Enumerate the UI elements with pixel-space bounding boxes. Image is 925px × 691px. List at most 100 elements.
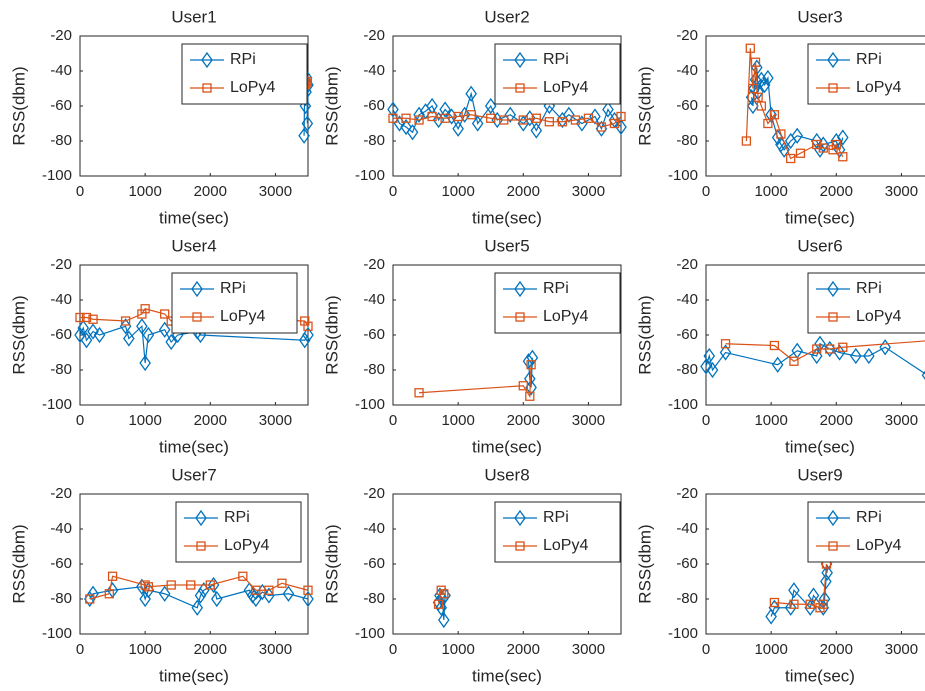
x-tick-label: 3000 [885,183,918,200]
marker [750,57,761,67]
y-tick-label: -20 [363,256,385,273]
marker [863,347,875,365]
y-tick-label: -40 [50,291,72,308]
x-tick-label: 0 [702,412,710,429]
marker [453,111,463,122]
y-axis-label: RSS(dbm) [9,295,28,374]
y-tick-label: -20 [676,27,698,44]
chart-title: User5 [484,236,529,255]
marker [518,381,528,391]
marker [301,115,314,132]
subplot: User7 time(sec) RSS(dbm) -100 -80 -60 -40 -20 0 1… [9,465,314,685]
legend-label: RPi [224,509,250,526]
legend: RPi LoPy4 [175,501,302,563]
y-tick-label: -100 [668,625,698,642]
marker [452,120,464,137]
legend-label: RPi [220,280,246,297]
legend-label: LoPy4 [856,79,901,96]
y-tick-label: -20 [363,27,385,44]
legend: RPi LoPy4 [494,501,621,563]
marker [828,83,838,93]
chart-title: User6 [797,236,842,255]
y-axis-label: RSS(dbm) [9,524,28,603]
legend: RPi LoPy4 [494,272,621,334]
marker [778,141,790,158]
marker [87,585,99,602]
marker [298,127,310,144]
legend-label: LoPy4 [856,308,901,325]
legend-label: RPi [856,280,882,297]
chart-title: User3 [797,7,842,26]
marker [514,509,526,527]
y-tick-label: -40 [363,62,385,79]
marker [406,124,419,141]
legend-box [181,43,308,105]
y-tick-label: -60 [363,555,385,572]
marker [205,580,215,590]
legend: RPi LoPy4 [171,272,298,334]
marker [825,344,835,354]
legend-box [807,501,925,563]
marker [557,117,568,127]
x-tick-label: 3000 [572,641,605,658]
x-axis-label: time(sec) [785,208,855,227]
marker [838,342,848,352]
marker [756,101,767,111]
y-tick-label: -80 [363,361,385,378]
legend-label: RPi [856,509,882,526]
marker [137,309,147,319]
marker [525,391,535,401]
marker [745,43,755,53]
marker [195,509,207,527]
legend-label: RPi [856,51,882,68]
marker [821,564,833,581]
y-tick-label: -40 [676,291,698,308]
marker [83,590,96,608]
marker [191,599,204,616]
marker [788,582,800,599]
x-axis-label: time(sec) [472,208,542,227]
series-line [89,575,309,600]
marker [758,76,771,94]
marker [828,145,838,155]
subplot: User3 time(sec) RSS(dbm) -100 -80 -60 -40 -20 0 1… [635,7,925,227]
marker [123,330,135,347]
legend-box [807,43,925,105]
legend-label: LoPy4 [856,537,901,554]
x-tick-label: 3000 [885,641,918,658]
marker [484,97,497,115]
marker [807,587,820,604]
marker [850,347,862,365]
subplot: User9 time(sec) RSS(dbm) -100 -80 -60 -40 -20 0 1… [635,465,925,685]
y-axis-label: RSS(dbm) [635,295,654,374]
marker [817,599,830,616]
marker [747,97,759,115]
marker [786,153,796,164]
marker [80,332,93,349]
y-tick-label: -100 [355,625,385,642]
y-tick-label: -80 [50,132,72,149]
marker [107,571,118,581]
x-tick-label: 3000 [259,412,292,429]
y-tick-label: -20 [676,256,698,273]
marker [921,370,925,380]
marker [814,335,826,352]
marker [616,111,626,122]
marker [504,106,517,123]
y-tick-label: -20 [50,485,72,502]
y-axis-label: RSS(dbm) [635,66,654,145]
marker [833,141,846,158]
y-axis-label: RSS(dbm) [322,295,341,374]
marker [570,115,581,125]
marker [515,312,525,322]
y-axis-label: RSS(dbm) [322,524,341,603]
marker [615,118,627,136]
y-tick-label: -100 [355,167,385,184]
x-tick-label: 3000 [885,412,918,429]
y-tick-label: -20 [363,485,385,502]
legend-box [494,272,621,334]
marker [486,113,496,123]
marker [784,599,797,616]
legend: RPi LoPy4 [807,501,925,563]
y-tick-label: -60 [50,326,72,343]
